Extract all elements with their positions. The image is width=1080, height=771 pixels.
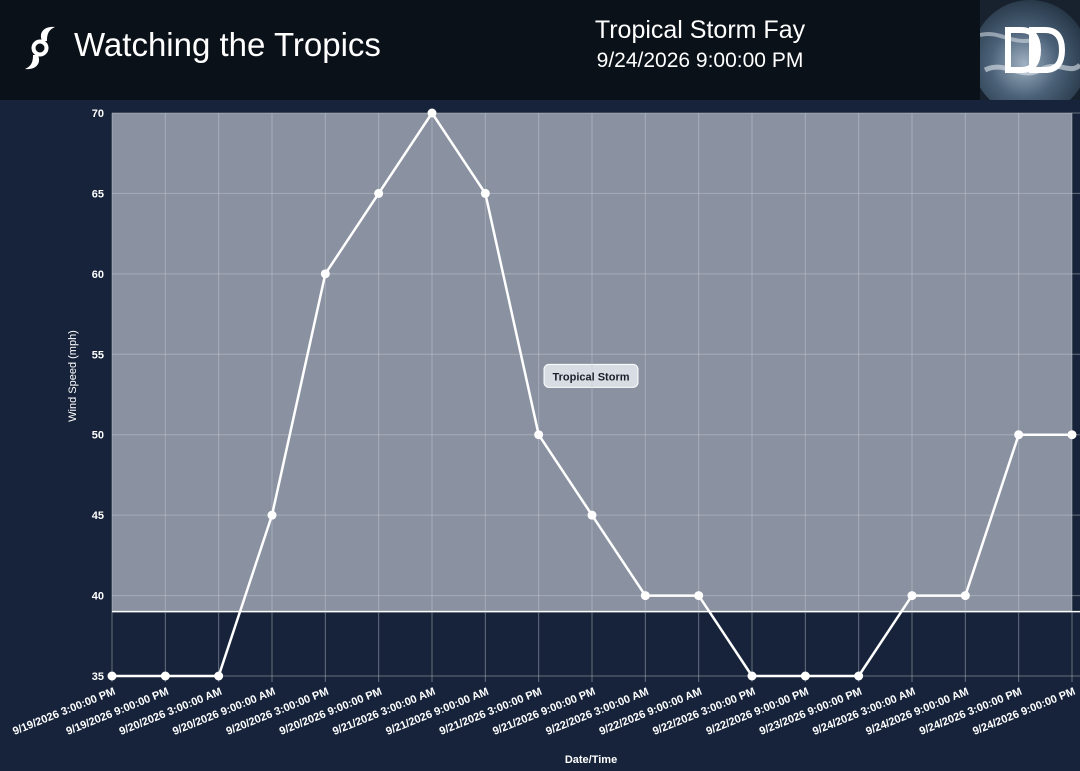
data-point	[480, 188, 490, 198]
y-tick-label: 65	[92, 188, 104, 200]
band-area	[112, 113, 1072, 612]
data-point	[800, 671, 810, 681]
app-title: Watching the Tropics	[74, 26, 381, 63]
x-axis-ticks: 9/19/2026 3:00:00 PM9/19/2026 9:00:00 PM…	[11, 686, 1077, 738]
y-tick-label: 45	[92, 510, 104, 522]
data-point	[854, 671, 864, 681]
data-point	[534, 430, 544, 440]
band-label: Tropical Storm	[552, 371, 629, 383]
y-tick-label: 60	[92, 269, 104, 281]
data-point	[694, 591, 704, 601]
dd-logo	[980, 0, 1080, 100]
data-point	[374, 188, 384, 198]
y-axis-label: Wind Speed (mph)	[67, 330, 79, 422]
data-point	[160, 671, 170, 681]
wind-speed-series	[107, 108, 1077, 681]
storm-timestamp: 9/24/2026 9:00:00 PM	[596, 49, 804, 72]
y-tick-label: 70	[92, 108, 104, 120]
data-point	[1067, 430, 1077, 440]
data-point	[747, 671, 757, 681]
data-point	[320, 269, 330, 279]
band-layer: Tropical Storm	[112, 113, 1080, 613]
y-tick-label: 35	[92, 671, 104, 683]
data-point	[107, 671, 117, 681]
data-point	[214, 671, 224, 681]
storm-name: Tropical Storm Fay	[594, 16, 806, 44]
data-point	[907, 591, 917, 601]
y-tick-label: 50	[92, 430, 104, 442]
wind-speed-chart: Tropical Storm 35 40 45 50 55 60 65 70 9/19/202…	[11, 108, 1080, 766]
band-label-box	[543, 363, 639, 388]
y-tick-label: 40	[92, 591, 104, 603]
x-axis-label: Date/Time	[565, 754, 617, 766]
data-point	[267, 510, 277, 520]
y-axis-ticks: 35 40 45 50 55 60 65 70	[92, 108, 104, 683]
x-tick-label: 9/24/2026 9:00:00 PM	[971, 686, 1077, 738]
data-point	[587, 510, 597, 520]
y-tick-label: 55	[92, 349, 104, 361]
data-point	[960, 591, 970, 601]
data-point	[1014, 430, 1024, 440]
data-point	[427, 108, 437, 118]
header-bar: Watching the Tropics Tropical Storm Fay …	[0, 0, 1080, 100]
hurricane-icon	[25, 26, 55, 70]
data-point	[640, 591, 650, 601]
